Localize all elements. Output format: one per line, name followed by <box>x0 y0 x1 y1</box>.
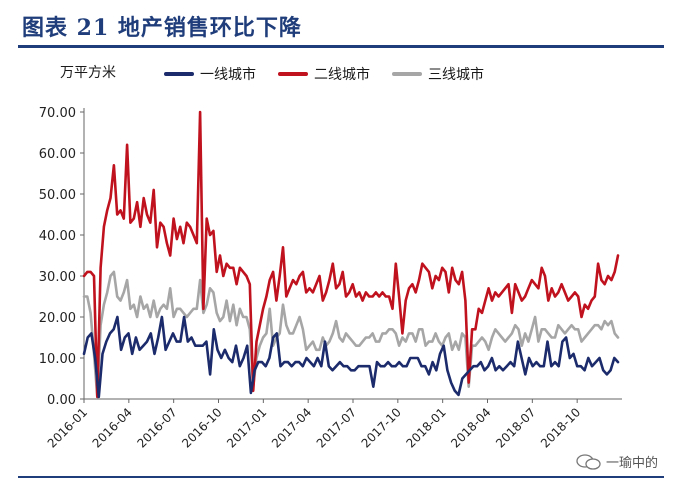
x-tick-label: 2018-07 <box>493 405 538 450</box>
y-tick-label: 70.00 <box>39 106 76 121</box>
bottom-rule <box>18 476 664 478</box>
x-tick-label: 2016-04 <box>90 405 135 450</box>
x-tick-label: 2017-01 <box>224 405 269 450</box>
series-line-tier2 <box>82 110 620 399</box>
x-tick-label: 2017-10 <box>359 405 404 450</box>
y-tick-label: 60.00 <box>39 147 76 162</box>
y-axis-unit-label: 万平方米 <box>60 65 116 81</box>
legend-label-tier2: 二线城市 <box>314 67 370 83</box>
x-tick-label: 2018-10 <box>538 405 583 450</box>
legend-item-tier1: 一线城市 <box>164 64 256 84</box>
legend-label-tier1: 一线城市 <box>200 67 256 83</box>
legend-swatch-tier1 <box>164 72 194 76</box>
x-tick-label: 2016-07 <box>134 405 179 450</box>
legend-item-tier2: 二线城市 <box>278 64 370 84</box>
title-rule <box>18 45 664 48</box>
y-tick-label: 50.00 <box>39 188 76 203</box>
legend-label-tier3: 三线城市 <box>428 67 484 83</box>
x-tick-label: 2017-07 <box>314 405 359 450</box>
x-tick-label: 2018-01 <box>403 405 448 450</box>
x-tick-label: 2016-10 <box>179 405 224 450</box>
figure-title: 图表 21 地产销售环比下降 <box>22 15 302 41</box>
legend-swatch-tier3 <box>392 72 422 76</box>
legend-item-tier3: 三线城市 <box>392 64 484 84</box>
y-tick-label: 10.00 <box>39 352 76 367</box>
x-tick-label: 2018-04 <box>448 405 493 450</box>
legend-swatch-tier2 <box>278 72 308 76</box>
x-tick-label: 2016-01 <box>45 405 90 450</box>
y-tick-label: 20.00 <box>39 311 76 326</box>
y-tick-label: 0.00 <box>47 393 76 408</box>
watermark-text: 一瑜中的 <box>605 456 658 471</box>
y-tick-label: 30.00 <box>39 270 76 285</box>
watermark: 一瑜中的 <box>576 452 658 471</box>
x-tick-label: 2017-04 <box>269 405 314 450</box>
series-line-tier1 <box>82 315 620 399</box>
wechat-icon <box>576 453 601 470</box>
y-tick-label: 40.00 <box>39 229 76 244</box>
legend: 一线城市 二线城市 三线城市 <box>164 64 484 84</box>
series-line-tier3 <box>82 270 620 399</box>
